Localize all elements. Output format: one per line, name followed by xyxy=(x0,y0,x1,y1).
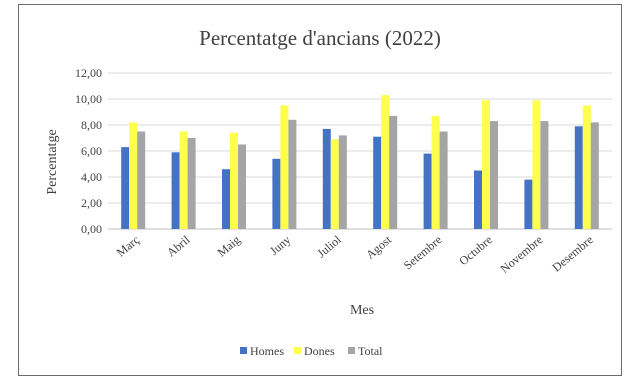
bars xyxy=(121,95,599,229)
bar-homes-3 xyxy=(222,169,230,229)
x-tick-label: Desembre xyxy=(549,233,595,275)
bar-dones-6 xyxy=(381,95,390,229)
bar-homes-4 xyxy=(272,158,281,229)
x-tick-label: Agost xyxy=(363,232,394,262)
x-tick-label: Novembre xyxy=(498,233,546,276)
y-tick-label: 8,00 xyxy=(81,118,102,132)
bar-homes-9 xyxy=(524,179,533,229)
bar-total-5 xyxy=(338,135,347,229)
bar-dones-5 xyxy=(330,139,339,229)
bar-total-7 xyxy=(439,131,448,229)
y-tick-label: 12,00 xyxy=(75,66,102,80)
y-tick-labels: 0,00 2,00 4,00 6,00 8,00 10,00 12,00 xyxy=(75,66,102,236)
bar-total-1 xyxy=(137,131,146,229)
bar-dones-10 xyxy=(582,105,591,229)
bar-homes-6 xyxy=(373,136,382,229)
bar-total-3 xyxy=(238,144,246,229)
x-tick-label: Octubre xyxy=(456,233,495,269)
x-tick-label: Març xyxy=(114,233,142,260)
y-tick-label: 6,00 xyxy=(81,144,102,158)
chart-frame xyxy=(18,4,622,376)
y-tick-label: 4,00 xyxy=(81,170,102,184)
bar-dones-4 xyxy=(280,105,289,229)
legend-label: Homes xyxy=(250,344,284,358)
legend-label: Total xyxy=(358,344,383,358)
chart-title: Percentatge d'ancians (2022) xyxy=(199,26,441,50)
x-tick-label: Abril xyxy=(164,232,193,259)
y-axis-label: Percentatge xyxy=(45,129,60,194)
bar-total-4 xyxy=(288,119,297,229)
legend-swatch-homes xyxy=(240,347,247,354)
y-tick-label: 0,00 xyxy=(81,222,102,236)
bar-dones-7 xyxy=(431,115,440,229)
legend-swatch-total xyxy=(348,347,355,354)
bar-dones-1 xyxy=(129,122,138,229)
x-tick-label: Setembre xyxy=(401,233,445,273)
bar-dones-3 xyxy=(230,132,238,229)
bar-homes-2 xyxy=(171,152,180,229)
x-axis-label: Mes xyxy=(350,303,374,318)
bar-homes-7 xyxy=(423,153,432,229)
x-tick-labels: Març Abril Maig Juny Juliol Agost Setembre Octu… xyxy=(114,232,596,276)
bar-homes-8 xyxy=(474,170,482,229)
bar-homes-1 xyxy=(121,147,130,229)
x-tick-label: Juliol xyxy=(314,232,344,260)
bar-homes-5 xyxy=(322,128,331,229)
y-tick-label: 10,00 xyxy=(75,92,102,106)
bar-homes-10 xyxy=(574,126,583,229)
legend-swatch-dones xyxy=(294,347,301,354)
bar-total-6 xyxy=(389,115,398,229)
legend: Homes Dones Total xyxy=(240,344,383,358)
bar-total-10 xyxy=(590,122,599,229)
x-tick-label: Maig xyxy=(215,233,243,260)
bar-total-8 xyxy=(490,121,498,229)
bar-total-2 xyxy=(187,138,196,229)
legend-label: Dones xyxy=(304,344,335,358)
bar-dones-9 xyxy=(532,100,541,229)
bar-dones-8 xyxy=(482,100,490,229)
bar-dones-2 xyxy=(179,131,188,229)
x-tick-label: Juny xyxy=(267,233,293,258)
bar-total-9 xyxy=(540,121,549,229)
y-tick-label: 2,00 xyxy=(81,196,102,210)
